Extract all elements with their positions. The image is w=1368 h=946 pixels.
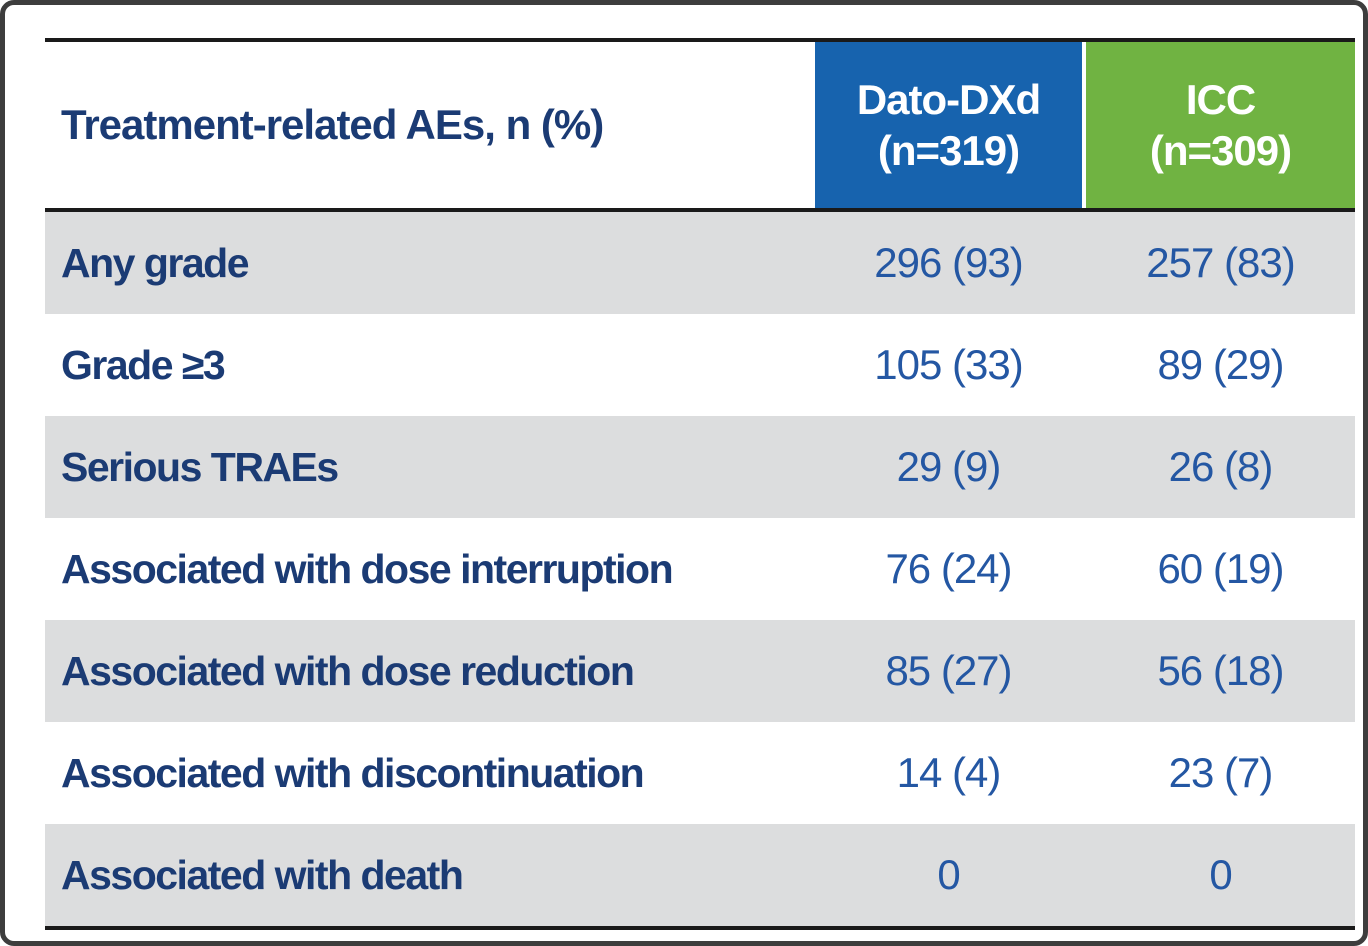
dato-value: 14 (4) (896, 749, 1002, 796)
row-label: Associated with death (61, 851, 464, 898)
dato-value: 296 (93) (874, 239, 1023, 286)
row-label: Associated with dose reduction (61, 647, 635, 694)
table-row-any-grade: Any grade 296 (93) 257 (83) (45, 212, 1355, 314)
table-row-discontinuation: Associated with discontinuation 14 (4) 2… (45, 722, 1355, 824)
icc-value: 26 (8) (1168, 443, 1274, 490)
dato-value: 0 (937, 851, 960, 898)
table-row-serious-traes: Serious TRAEs 29 (9) 26 (8) (45, 416, 1355, 518)
row-label: Associated with dose interruption (61, 545, 674, 592)
dato-value: 85 (27) (885, 647, 1012, 694)
row-label: Grade ≥3 (61, 341, 226, 388)
table-row-death: Associated with death 0 0 (45, 824, 1355, 926)
row-label: Serious TRAEs (61, 443, 339, 490)
icc-value: 23 (7) (1168, 749, 1274, 796)
row-label: Any grade (61, 239, 250, 286)
icc-value: 0 (1209, 851, 1232, 898)
row-label: Associated with discontinuation (61, 749, 645, 796)
table-row-grade-ge3: Grade ≥3 105 (33) 89 (29) (45, 314, 1355, 416)
table-title: Treatment-related AEs, n (%) (61, 101, 604, 148)
dato-dxd-n: (n=319) (877, 127, 1020, 174)
dato-value: 29 (9) (896, 443, 1002, 490)
icc-n: (n=309) (1149, 127, 1292, 174)
header-column-gap (1082, 42, 1086, 208)
treatment-related-aes-table: Treatment-related AEs, n (%) Dato-DXd (n… (45, 38, 1355, 930)
dato-value: 105 (33) (874, 341, 1023, 388)
dato-value: 76 (24) (885, 545, 1012, 592)
table-row-dose-interruption: Associated with dose interruption 76 (24… (45, 518, 1355, 620)
icc-value: 257 (83) (1146, 239, 1295, 286)
table-row-dose-reduction: Associated with dose reduction 85 (27) 5… (45, 620, 1355, 722)
icc-value: 56 (18) (1157, 647, 1284, 694)
icc-value: 89 (29) (1157, 341, 1284, 388)
icc-name: ICC (1185, 75, 1256, 123)
dato-dxd-name: Dato-DXd (856, 75, 1041, 123)
table-header-row: Treatment-related AEs, n (%) Dato-DXd (n… (45, 42, 1355, 212)
icc-value: 60 (19) (1157, 545, 1284, 592)
column-header-icc: ICC (n=309) (1086, 42, 1355, 208)
column-header-dato-dxd: Dato-DXd (n=319) (815, 42, 1082, 208)
